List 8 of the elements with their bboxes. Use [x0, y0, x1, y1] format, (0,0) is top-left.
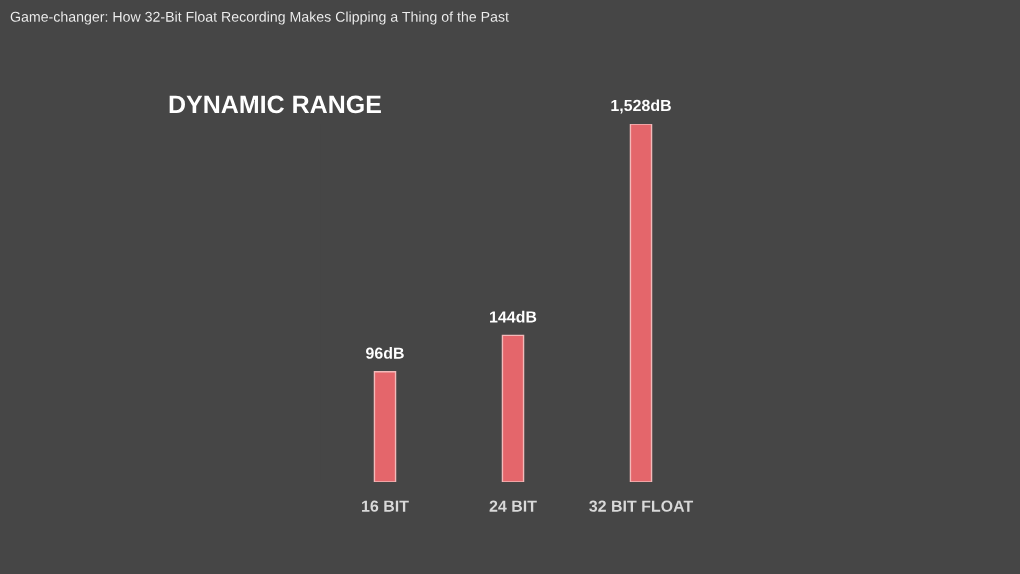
data-label: 96dB [366, 347, 404, 359]
chart-title: DYNAMIC RANGE [169, 95, 381, 114]
x-tick-label: 32 BIT FLOAT [589, 500, 694, 512]
text: Game-changer: How 32-Bit Float Recording Makes Clipping a Thing of the Past [10, 11, 509, 25]
data-label: 144dB [490, 310, 537, 323]
x-tick-label: 24 BIT [489, 500, 537, 512]
x-tick-label: 16 BIT [362, 500, 409, 512]
data-label: 1,528dB [611, 99, 671, 114]
